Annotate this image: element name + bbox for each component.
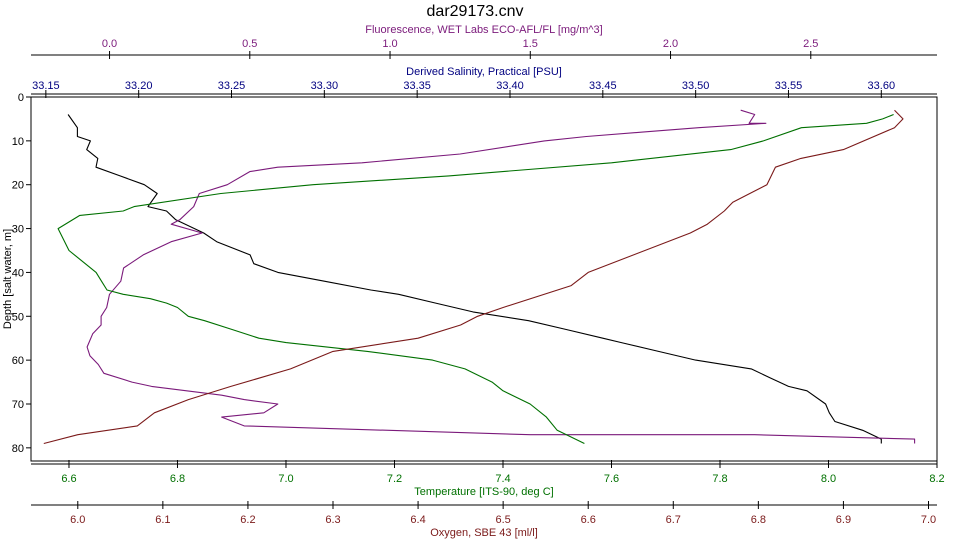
fluorescence-tick-label: 0.0 <box>102 38 117 50</box>
y-tick-label: 30 <box>12 224 24 236</box>
temperature-tick-label: 7.6 <box>604 473 619 485</box>
fluorescence-series-line <box>86 109 916 444</box>
y-tick-label: 20 <box>12 180 24 192</box>
fluorescence-tick-label: 0.5 <box>242 38 257 50</box>
temperature-tick-label: 6.6 <box>61 473 76 485</box>
oxygen-tick-label: 6.7 <box>666 514 681 526</box>
salinity-tick-label: 33.55 <box>775 80 803 92</box>
temperature-tick-label: 6.8 <box>170 473 185 485</box>
y-tick-label: 70 <box>12 399 24 411</box>
oxygen-tick-label: 6.0 <box>70 514 85 526</box>
fluorescence-tick-label: 2.0 <box>663 38 678 50</box>
oxygen-tick-label: 7.0 <box>921 514 936 526</box>
salinity-series-line <box>67 114 882 444</box>
salinity-tick-label: 33.20 <box>125 80 153 92</box>
y-tick-label: 60 <box>12 355 24 367</box>
oxygen-tick-label: 6.4 <box>410 514 425 526</box>
y-tick-label: 0 <box>18 92 24 104</box>
plot-frame <box>30 96 938 462</box>
temperature-tick-label: 7.4 <box>495 473 510 485</box>
fluorescence-tick-label: 1.5 <box>523 38 538 50</box>
oxygen-tick-label: 6.3 <box>325 514 340 526</box>
salinity-tick-label: 33.25 <box>218 80 246 92</box>
salinity-axis-title: Derived Salinity, Practical [PSU] <box>406 66 562 78</box>
salinity-tick-label: 33.35 <box>403 80 431 92</box>
salinity-tick-label: 33.15 <box>32 80 60 92</box>
y-tick-label: 50 <box>12 311 24 323</box>
oxygen-tick-label: 6.6 <box>581 514 596 526</box>
temperature-series-line <box>57 113 894 444</box>
salinity-tick-label: 33.40 <box>496 80 524 92</box>
y-tick-label: 10 <box>12 136 24 148</box>
salinity-tick-label: 33.30 <box>311 80 339 92</box>
data-series <box>43 109 916 445</box>
salinity-tick-label: 33.50 <box>682 80 710 92</box>
salinity-tick-label: 33.60 <box>868 80 896 92</box>
oxygen-tick-label: 6.9 <box>836 514 851 526</box>
oxygen-tick-label: 6.8 <box>751 514 766 526</box>
y-tick-label: 80 <box>12 443 24 455</box>
oxygen-tick-label: 6.2 <box>240 514 255 526</box>
y-tick-label: 40 <box>12 267 24 279</box>
oxygen-series-line <box>43 109 904 445</box>
oxygen-tick-label: 6.1 <box>155 514 170 526</box>
temperature-tick-label: 7.0 <box>278 473 293 485</box>
oxygen-tick-label: 6.5 <box>495 514 510 526</box>
fluorescence-tick-label: 1.0 <box>382 38 397 50</box>
oxygen-axis-title: Oxygen, SBE 43 [ml/l] <box>430 527 538 539</box>
fluorescence-axis-title: Fluorescence, WET Labs ECO-AFL/FL [mg/m^… <box>365 24 602 36</box>
axes: 0 10 20 30 40 50 60 70 80 0.0 0.5 1.0 1.5 2.0 2.5 Fluor… <box>12 24 945 539</box>
chart-title: dar29173.cnv <box>427 3 524 20</box>
temperature-tick-label: 8.2 <box>929 473 944 485</box>
y-axis-title: Depth [salt water, m] <box>2 229 14 329</box>
fluorescence-tick-label: 2.5 <box>803 38 818 50</box>
temperature-tick-label: 7.8 <box>712 473 727 485</box>
salinity-tick-label: 33.45 <box>589 80 617 92</box>
temperature-axis-title: Temperature [ITS-90, deg C] <box>414 486 553 498</box>
temperature-tick-label: 8.0 <box>821 473 836 485</box>
temperature-tick-label: 7.2 <box>387 473 402 485</box>
